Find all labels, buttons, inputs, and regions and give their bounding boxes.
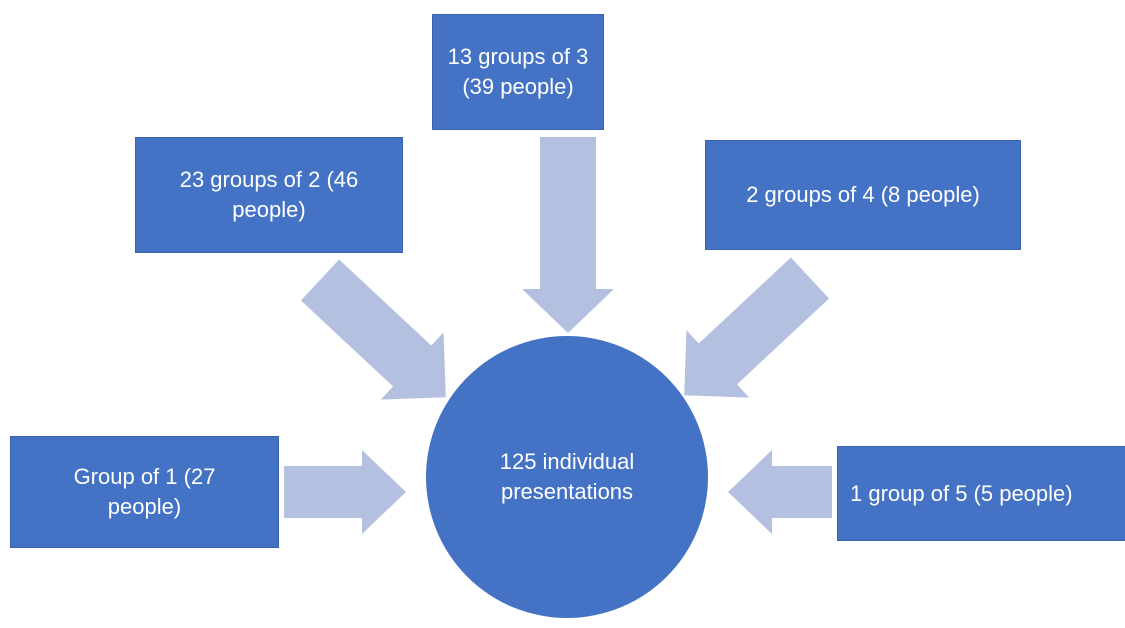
arrow (728, 450, 832, 534)
node-label: 13 groups of 3 (39 people) (447, 44, 589, 99)
node-box: 23 groups of 2 (46 people) (135, 137, 403, 253)
arrow (300, 259, 446, 400)
node-label: 2 groups of 4 (8 people) (746, 182, 980, 207)
arrow (684, 257, 830, 398)
node-box: 13 groups of 3 (39 people) (432, 14, 604, 130)
node-box: 1 group of 5 (5 people) (837, 446, 1125, 541)
arrow (522, 137, 614, 333)
node-label: 1 group of 5 (5 people) (850, 480, 1073, 506)
node-box: Group of 1 (27 people) (10, 436, 279, 548)
arrow (284, 450, 406, 534)
center-label: 125 individual presentations (499, 449, 635, 504)
center-circle: 125 individual presentations (426, 336, 708, 618)
node-label: Group of 1 (27 people) (73, 464, 216, 519)
node-label: 23 groups of 2 (46 people) (179, 167, 359, 222)
node-box: 2 groups of 4 (8 people) (705, 140, 1021, 250)
